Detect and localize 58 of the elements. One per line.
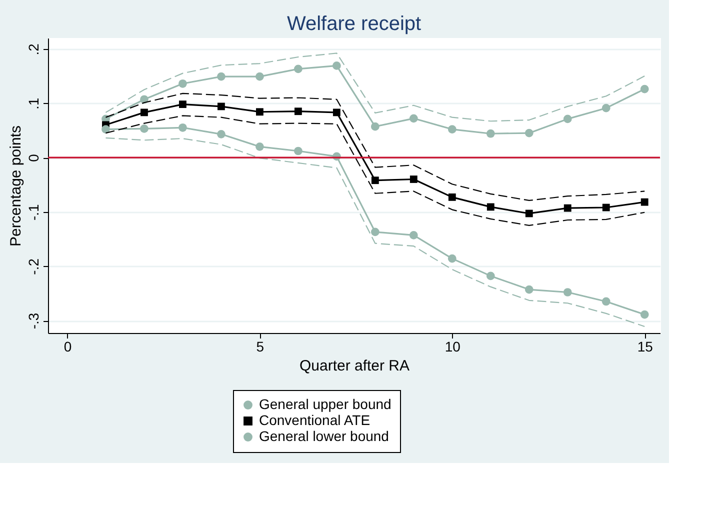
point (256, 108, 264, 116)
point (332, 62, 341, 70)
point (409, 231, 418, 240)
point (448, 193, 456, 201)
point (602, 104, 610, 112)
point (525, 210, 533, 218)
y-axis-title: Percentage points (8, 126, 24, 246)
x-tick-label: 5 (256, 338, 264, 354)
point (640, 84, 649, 94)
point (370, 122, 380, 131)
point (563, 114, 572, 124)
point (332, 108, 340, 116)
point (256, 142, 264, 151)
x-axis-title: Quarter after RA (299, 358, 410, 374)
point (179, 100, 186, 108)
y-tick-label: 0 (26, 154, 42, 162)
point (370, 228, 380, 236)
legend-label: Conventional ATE (259, 412, 370, 428)
point (448, 254, 456, 263)
point (217, 72, 226, 81)
point (371, 176, 379, 184)
line-series (105, 52, 646, 122)
point (140, 124, 148, 133)
point (294, 108, 302, 116)
point (486, 272, 495, 280)
point (217, 130, 226, 138)
point (448, 125, 456, 134)
point (563, 288, 572, 296)
point (640, 198, 648, 206)
chart-title: Welfare receipt (286, 13, 422, 35)
point (294, 64, 302, 74)
point (294, 146, 302, 156)
point (524, 128, 534, 138)
x-tick-label: 10 (444, 338, 461, 354)
point (524, 285, 534, 294)
point (486, 203, 494, 211)
y-tick-label: .1 (26, 98, 42, 110)
point (410, 176, 418, 183)
point (486, 129, 495, 138)
point (409, 114, 418, 123)
point (178, 79, 187, 88)
point (218, 102, 225, 110)
y-tick-label: .2 (26, 43, 42, 56)
y-tick-label: -.3 (26, 312, 42, 330)
x-tick-label: 0 (64, 338, 72, 354)
legend-label: General upper bound (259, 396, 392, 412)
point (256, 72, 264, 81)
point (140, 108, 148, 116)
y-tick-label: -.2 (26, 258, 42, 275)
point (640, 310, 649, 319)
point (102, 125, 110, 134)
point (564, 204, 572, 212)
point (602, 297, 610, 306)
legend-label: General lower bound (259, 428, 389, 444)
x-tick-label: 15 (637, 338, 654, 354)
point (602, 204, 610, 212)
point (178, 123, 187, 132)
y-tick-label: -.1 (26, 204, 42, 221)
